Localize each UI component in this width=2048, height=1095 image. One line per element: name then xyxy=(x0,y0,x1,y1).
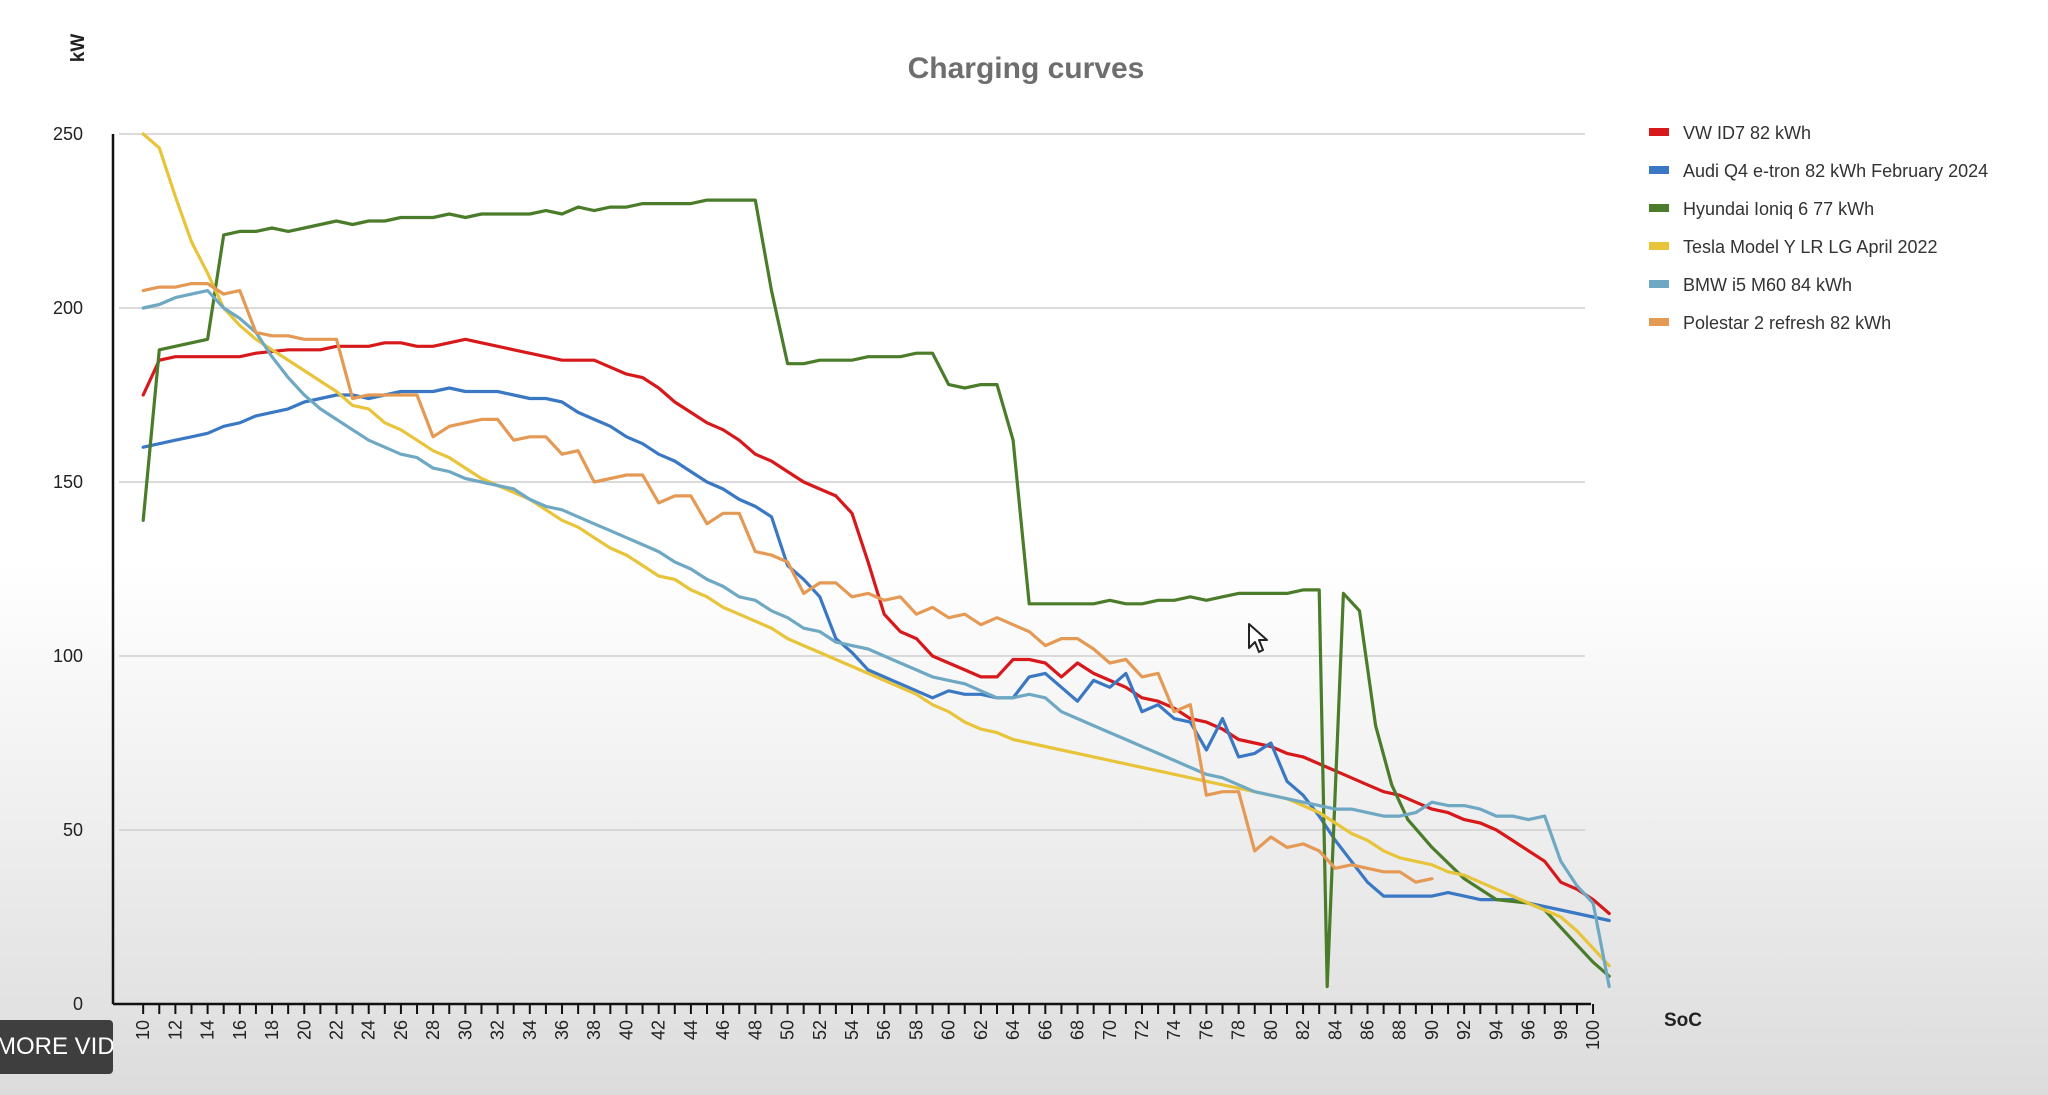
x-tick-label-28: 28 xyxy=(423,1020,443,1040)
legend-label-3: Hyundai Ioniq 6 77 kWh xyxy=(1683,199,1874,219)
x-tick-label-32: 32 xyxy=(488,1020,508,1040)
x-tick-label-84: 84 xyxy=(1325,1020,1345,1040)
x-tick-label-46: 46 xyxy=(713,1020,733,1040)
x-tick-label-80: 80 xyxy=(1261,1020,1281,1040)
legend-swatch-1 xyxy=(1649,128,1669,136)
x-tick-label-20: 20 xyxy=(294,1020,314,1040)
x-tick-label-38: 38 xyxy=(584,1020,604,1040)
legend-label-2: Audi Q4 e-tron 82 kWh February 2024 xyxy=(1683,161,1988,181)
x-tick-label-54: 54 xyxy=(842,1020,862,1040)
x-tick-label-34: 34 xyxy=(520,1020,540,1040)
y-tick-label-50: 50 xyxy=(63,820,83,840)
x-tick-label-12: 12 xyxy=(165,1020,185,1040)
y-tick-label-200: 200 xyxy=(53,298,83,318)
mouse-cursor-icon xyxy=(1248,623,1268,653)
y-axis-title: kW xyxy=(68,34,89,63)
x-tick-label-36: 36 xyxy=(552,1020,572,1040)
series-line-3 xyxy=(141,198,1611,989)
x-tick-label-62: 62 xyxy=(971,1020,991,1040)
x-tick-label-44: 44 xyxy=(681,1020,701,1040)
legend: VW ID7 82 kWh Audi Q4 e-tron 82 kWh Febru… xyxy=(1649,123,1988,333)
x-tick-label-18: 18 xyxy=(262,1020,282,1040)
legend-label-1: VW ID7 82 kWh xyxy=(1683,123,1811,143)
x-tick-label-100: 100 xyxy=(1583,1020,1603,1050)
x-tick-label-16: 16 xyxy=(230,1020,250,1040)
chart-title: Charging curves xyxy=(908,52,1145,85)
series-line-6 xyxy=(141,282,1434,884)
x-tick-label-42: 42 xyxy=(649,1020,669,1040)
series-line-1 xyxy=(141,337,1611,916)
x-tick-label-92: 92 xyxy=(1454,1020,1474,1040)
x-tick-label-86: 86 xyxy=(1358,1020,1378,1040)
grid-lines xyxy=(119,133,1585,831)
x-tick-label-78: 78 xyxy=(1229,1020,1249,1040)
x-tick-label-56: 56 xyxy=(874,1020,894,1040)
x-tick-label-58: 58 xyxy=(906,1020,926,1040)
legend-swatch-2 xyxy=(1649,166,1669,174)
series-line-5 xyxy=(141,289,1611,989)
x-tick-label-68: 68 xyxy=(1068,1020,1088,1040)
x-tick-label-52: 52 xyxy=(810,1020,830,1040)
x-tick-label-14: 14 xyxy=(198,1020,218,1040)
x-tick-label-60: 60 xyxy=(939,1020,959,1040)
more-videos-button[interactable]: MORE VIDEOS xyxy=(0,1020,113,1074)
x-tick-label-72: 72 xyxy=(1132,1020,1152,1040)
x-tick-label-40: 40 xyxy=(616,1020,636,1040)
x-tick-label-26: 26 xyxy=(391,1020,411,1040)
x-tick-label-88: 88 xyxy=(1390,1020,1410,1040)
y-tick-label-150: 150 xyxy=(53,472,83,492)
legend-label-6: Polestar 2 refresh 82 kWh xyxy=(1683,313,1891,333)
x-tick-label-90: 90 xyxy=(1422,1020,1442,1040)
x-tick-label-98: 98 xyxy=(1551,1020,1571,1040)
x-tick-label-24: 24 xyxy=(359,1020,379,1040)
legend-label-5: BMW i5 M60 84 kWh xyxy=(1683,275,1852,295)
x-tick-label-64: 64 xyxy=(1003,1020,1023,1040)
series-lines xyxy=(141,132,1611,989)
x-tick-label-94: 94 xyxy=(1486,1020,1506,1040)
x-tick-label-74: 74 xyxy=(1164,1020,1184,1040)
legend-swatch-5 xyxy=(1649,280,1669,288)
x-tick-label-96: 96 xyxy=(1519,1020,1539,1040)
x-tick-label-82: 82 xyxy=(1293,1020,1313,1040)
legend-swatch-3 xyxy=(1649,204,1669,212)
x-tick-label-66: 66 xyxy=(1035,1020,1055,1040)
axes: 0 50 100 150 200 250 10 12 14 16 18 20 22 24 26 28 30 32 3… xyxy=(53,124,1603,1050)
series-line-4 xyxy=(141,132,1611,968)
x-tick-label-10: 10 xyxy=(133,1020,153,1040)
x-axis-title: SoC xyxy=(1664,1010,1702,1031)
x-tick-label-48: 48 xyxy=(745,1020,765,1040)
legend-swatch-6 xyxy=(1649,318,1669,326)
y-tick-label-100: 100 xyxy=(53,646,83,666)
x-tick-label-76: 76 xyxy=(1196,1020,1216,1040)
legend-swatch-4 xyxy=(1649,242,1669,250)
x-tick-label-30: 30 xyxy=(455,1020,475,1040)
x-tick-label-50: 50 xyxy=(778,1020,798,1040)
y-tick-label-250: 250 xyxy=(53,124,83,144)
y-tick-label-0: 0 xyxy=(73,994,83,1014)
x-tick-label-70: 70 xyxy=(1100,1020,1120,1040)
x-tick-label-22: 22 xyxy=(326,1020,346,1040)
legend-label-4: Tesla Model Y LR LG April 2022 xyxy=(1683,237,1938,257)
